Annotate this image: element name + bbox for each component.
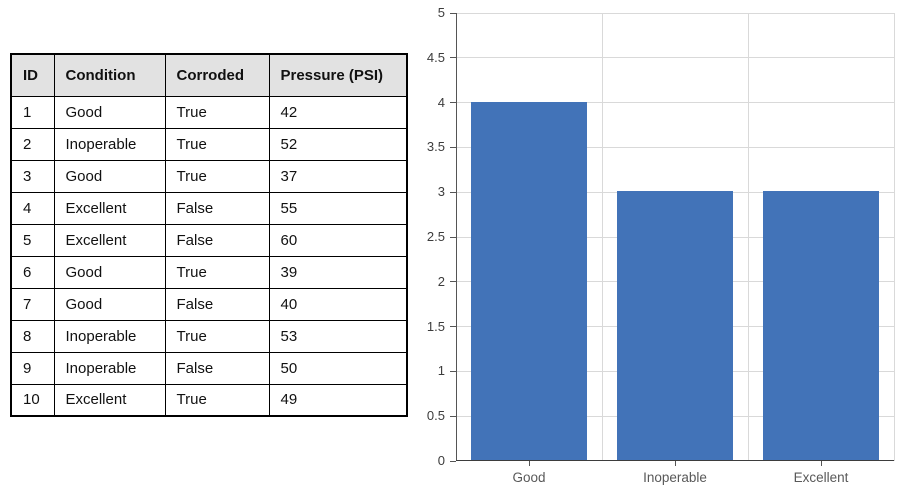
table-row: 4 Excellent False 55 [10, 191, 408, 225]
x-category-label: Excellent [793, 470, 849, 485]
y-axis-tick [450, 281, 456, 283]
table-cell: 3 [10, 159, 55, 193]
table-cell: True [164, 159, 270, 193]
table-cell: True [164, 95, 270, 129]
y-tick-label: 5 [437, 5, 445, 20]
table-cell: 6 [10, 255, 55, 289]
bar-excellent [762, 191, 880, 460]
table-cell: 49 [268, 383, 408, 417]
table-cell: 60 [268, 223, 408, 257]
table-row: 1 Good True 42 [10, 95, 408, 129]
table-cell: 53 [268, 319, 408, 353]
y-axis-tick [450, 191, 456, 193]
table-cell: False [164, 191, 270, 225]
h-gridline [456, 57, 894, 59]
table-cell: True [164, 383, 270, 417]
table-row: 3 Good True 37 [10, 159, 408, 193]
h-gridline [456, 12, 894, 14]
v-gridline [893, 13, 895, 461]
y-tick-label: 1 [437, 363, 445, 379]
table-row: 5 Excellent False 60 [10, 223, 408, 257]
table-cell: 9 [10, 351, 55, 385]
table-cell: Excellent [53, 383, 166, 417]
table-cell: 1 [10, 95, 55, 129]
y-axis-line [456, 13, 457, 461]
table-row: 8 Inoperable True 53 [10, 319, 408, 353]
y-tick-label: 4 [437, 94, 445, 110]
table-row: 10 Excellent True 49 [10, 383, 408, 417]
table-cell: 10 [10, 383, 55, 417]
table-cell: True [164, 319, 270, 353]
table-cell: 50 [268, 351, 408, 385]
v-gridline [601, 13, 603, 461]
y-axis-tick [450, 370, 456, 372]
column-header-pressure-psi-: Pressure (PSI) [268, 53, 408, 97]
table-header-row: ID Condition Corroded Pressure (PSI) [10, 53, 408, 97]
table-cell: Excellent [53, 223, 166, 257]
table-row: 2 Inoperable True 52 [10, 127, 408, 161]
column-header-corroded: Corroded [164, 53, 270, 97]
y-axis-tick [450, 460, 456, 462]
table-row: 6 Good True 39 [10, 255, 408, 289]
y-axis-tick [450, 236, 456, 238]
column-header-condition: Condition [53, 53, 166, 97]
bar-good [470, 101, 588, 460]
y-tick-label: 2.5 [426, 229, 445, 244]
y-axis-tick [450, 12, 456, 14]
y-tick-label: 3 [437, 184, 445, 200]
x-axis-tick [820, 461, 822, 466]
x-axis-tick [674, 461, 676, 466]
bar-inoperable [616, 191, 734, 460]
y-axis-tick [450, 57, 456, 59]
table-cell: Inoperable [53, 351, 166, 385]
y-tick-label: 0 [437, 453, 445, 468]
table-cell: 2 [10, 127, 55, 161]
table-cell: Good [53, 287, 166, 321]
table-cell: Inoperable [53, 319, 166, 353]
y-axis-tick [450, 326, 456, 328]
table-cell: Good [53, 95, 166, 129]
x-axis-line [456, 460, 894, 461]
x-category-label: Inoperable [643, 470, 707, 485]
y-axis-tick [450, 146, 456, 148]
y-axis-tick [450, 102, 456, 104]
bar-chart: 0 0.5 1 1.5 2 2.5 3 3.5 4 4.5 5 Good Inoperable Excel… [420, 0, 904, 487]
chart-plot-area: 0 0.5 1 1.5 2 2.5 3 3.5 4 4.5 5 Good Inoperable Excel… [427, 5, 895, 485]
h-gridline [456, 102, 894, 104]
table-cell: False [164, 287, 270, 321]
y-tick-label: 0.5 [426, 408, 445, 424]
pipe-data-table: ID Condition Corroded Pressure (PSI) 1 Good T… [10, 53, 408, 417]
table-cell: 55 [268, 191, 408, 225]
table-cell: Good [53, 159, 166, 193]
table-cell: 52 [268, 127, 408, 161]
table-cell: True [164, 127, 270, 161]
x-category-label: Good [512, 470, 546, 485]
table-cell: Good [53, 255, 166, 289]
y-axis-tick [450, 415, 456, 417]
table-cell: Inoperable [53, 127, 166, 161]
table-cell: 8 [10, 319, 55, 353]
h-gridline [456, 146, 894, 148]
v-gridline [747, 13, 749, 461]
y-tick-label: 1.5 [426, 318, 445, 334]
table-cell: False [164, 223, 270, 257]
y-tick-label: 3.5 [426, 139, 445, 155]
x-axis-tick [528, 461, 530, 466]
y-tick-label: 2 [437, 273, 445, 289]
table-body: 1 Good True 42 2 Inoperable True 52 3 Good True 37 4… [10, 95, 408, 417]
table-cell: True [164, 255, 270, 289]
table-cell: 37 [268, 159, 408, 193]
table-cell: 4 [10, 191, 55, 225]
table-cell: False [164, 351, 270, 385]
table-row: 9 Inoperable False 50 [10, 351, 408, 385]
table-cell: 39 [268, 255, 408, 289]
table-cell: 7 [10, 287, 55, 321]
table-row: 7 Good False 40 [10, 287, 408, 321]
table-cell: Excellent [53, 191, 166, 225]
y-tick-label: 4.5 [426, 49, 445, 65]
table-cell: 5 [10, 223, 55, 257]
table-cell: 40 [268, 287, 408, 321]
table-cell: 42 [268, 95, 408, 129]
column-header-id: ID [10, 53, 55, 97]
